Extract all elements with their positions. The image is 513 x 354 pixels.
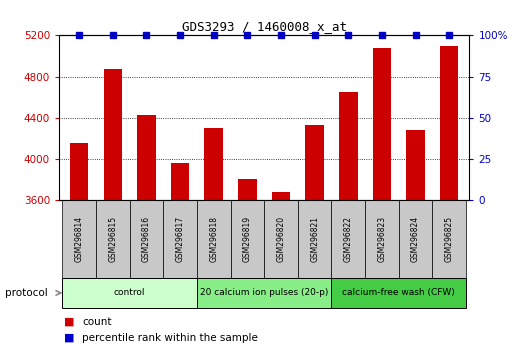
Bar	[264, 200, 298, 278]
Text: count: count	[82, 317, 112, 327]
Bar	[238, 179, 256, 354]
Bar	[399, 200, 432, 278]
Bar	[305, 125, 324, 354]
Bar	[104, 69, 122, 354]
Bar	[440, 46, 459, 354]
Text: protocol: protocol	[5, 288, 48, 298]
Text: GSM296815: GSM296815	[108, 216, 117, 262]
Bar	[197, 200, 230, 278]
Bar	[205, 128, 223, 354]
Text: ■: ■	[64, 317, 74, 327]
Bar	[130, 200, 163, 278]
Text: GSM296822: GSM296822	[344, 216, 353, 262]
Bar	[230, 200, 264, 278]
Text: calcium-free wash (CFW): calcium-free wash (CFW)	[342, 289, 455, 297]
Title: GDS3293 / 1460008_x_at: GDS3293 / 1460008_x_at	[182, 20, 347, 33]
Text: GSM296816: GSM296816	[142, 216, 151, 262]
Text: 20 calcium ion pulses (20-p): 20 calcium ion pulses (20-p)	[200, 289, 328, 297]
Bar	[163, 200, 197, 278]
Text: GSM296821: GSM296821	[310, 216, 319, 262]
Bar	[331, 278, 466, 308]
Text: GSM296825: GSM296825	[445, 216, 453, 262]
Text: GSM296824: GSM296824	[411, 216, 420, 262]
Text: GSM296817: GSM296817	[175, 216, 185, 262]
Bar	[372, 48, 391, 354]
Text: GSM296823: GSM296823	[378, 216, 386, 262]
Bar	[406, 130, 425, 354]
Bar	[96, 200, 130, 278]
Bar	[339, 92, 358, 354]
Text: GSM296820: GSM296820	[277, 216, 286, 262]
Bar	[171, 163, 189, 354]
Text: GSM296814: GSM296814	[75, 216, 84, 262]
Text: GSM296819: GSM296819	[243, 216, 252, 262]
Text: ■: ■	[64, 333, 74, 343]
Bar	[331, 200, 365, 278]
Bar	[272, 192, 290, 354]
Bar	[63, 200, 96, 278]
Bar	[432, 200, 466, 278]
Bar	[63, 278, 197, 308]
Text: percentile rank within the sample: percentile rank within the sample	[82, 333, 258, 343]
Bar	[70, 143, 88, 354]
Bar	[298, 200, 331, 278]
Bar	[137, 115, 156, 354]
Bar	[365, 200, 399, 278]
Text: control: control	[114, 289, 145, 297]
Bar	[197, 278, 331, 308]
Text: GSM296818: GSM296818	[209, 216, 218, 262]
